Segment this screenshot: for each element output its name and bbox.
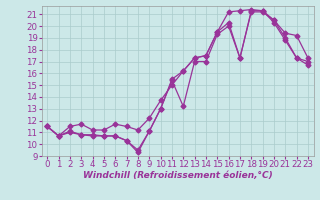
- X-axis label: Windchill (Refroidissement éolien,°C): Windchill (Refroidissement éolien,°C): [83, 171, 272, 180]
